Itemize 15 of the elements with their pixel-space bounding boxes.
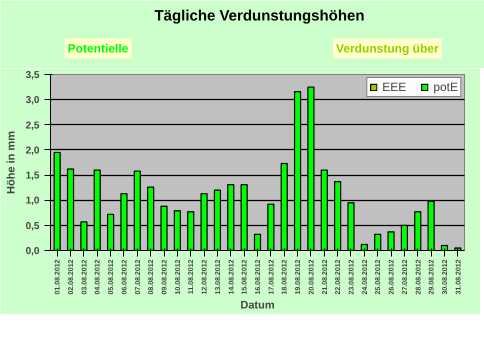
text: Potentielle <box>68 42 129 56</box>
legend-label: potE <box>433 80 458 94</box>
y-tick-label: 0,5 <box>26 220 40 232</box>
y-tick-label: 3,5 <box>26 70 40 81</box>
x-axis-title: Datum <box>240 300 275 312</box>
y-axis-title: Höhe in mm <box>6 130 18 194</box>
text: Verdunstung über <box>336 42 439 56</box>
y-tick-label: 0,0 <box>26 246 40 257</box>
y-tick-label: 1,0 <box>26 196 40 207</box>
y-tick-label: 2,0 <box>26 145 40 156</box>
y-tick-label: 3,0 <box>26 95 40 106</box>
chart-title: Tägliche Verdunstungshöhen <box>154 8 365 24</box>
y-tick-label: 1,5 <box>26 170 40 182</box>
y-tick-label: 2,5 <box>26 120 40 132</box>
legend-label: EEE <box>382 80 406 94</box>
